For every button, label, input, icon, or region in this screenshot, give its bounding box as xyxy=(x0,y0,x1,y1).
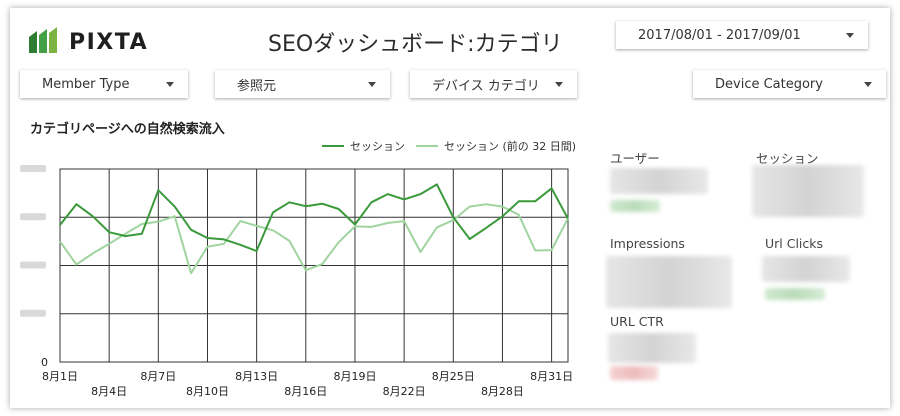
x-tick-label: 8月31日 xyxy=(530,370,573,383)
legend-item-previous-sessions[interactable]: セッション (前の 32 日間) xyxy=(416,138,576,154)
chart-title: カテゴリページへの自然検索流入 xyxy=(30,122,225,137)
x-tick-label: 8月10日 xyxy=(186,385,229,398)
member-type-label: Member Type xyxy=(42,76,130,92)
x-tick-label: 8月19日 xyxy=(333,370,376,383)
x-tick-label: 8月7日 xyxy=(140,370,176,383)
caret-down-icon xyxy=(368,81,376,87)
pixta-logo[interactable]: PIXTA xyxy=(27,27,148,57)
kpi-sessions-label: セッション xyxy=(756,151,819,166)
series-line-previous-sessions xyxy=(59,203,569,275)
caret-down-icon xyxy=(555,81,563,87)
y-tick-label-redacted xyxy=(20,309,46,317)
caret-down-icon xyxy=(864,81,872,87)
device-category-ja-filter[interactable]: デバイス カテゴリ xyxy=(410,70,577,98)
kpi-url-clicks-delta xyxy=(765,288,825,300)
y-tick-label-redacted xyxy=(20,213,46,221)
legend-label: セッション xyxy=(350,140,405,153)
y-tick-label-redacted xyxy=(20,165,46,172)
legend-swatch xyxy=(322,145,344,147)
legend-swatch xyxy=(416,145,438,147)
kpi-sessions-value xyxy=(752,165,864,217)
referrer-label: 参照元 xyxy=(237,78,277,94)
legend-item-sessions[interactable]: セッション xyxy=(322,138,405,154)
device-category-label: Device Category xyxy=(715,76,823,92)
x-tick-label: 8月1日 xyxy=(42,370,78,383)
series-line-sessions xyxy=(59,183,569,252)
referrer-filter[interactable]: 参照元 xyxy=(215,70,390,98)
kpi-users-value xyxy=(610,168,708,194)
kpi-impressions-value xyxy=(606,256,732,308)
kpi-url-clicks-label: Url Clicks xyxy=(765,236,824,251)
logo-text: PIXTA xyxy=(69,29,149,55)
kpi-impressions-label: Impressions xyxy=(610,236,685,251)
x-tick-label: 8月4日 xyxy=(91,385,127,398)
legend-label: セッション (前の 32 日間) xyxy=(444,140,577,153)
kpi-url-ctr-delta xyxy=(610,366,658,380)
pixta-logo-icon xyxy=(29,27,57,53)
x-tick-label: 8月28日 xyxy=(481,385,524,398)
page-title: SEOダッシュボード:カテゴリ xyxy=(268,32,563,57)
x-tick-label: 8月25日 xyxy=(432,370,475,383)
member-type-filter[interactable]: Member Type xyxy=(20,70,188,98)
x-tick-label: 8月13日 xyxy=(235,370,278,383)
x-tick-label: 8月16日 xyxy=(284,385,327,398)
x-tick-label: 8月22日 xyxy=(383,385,426,398)
kpi-users-label: ユーザー xyxy=(610,151,660,166)
date-range-value: 2017/08/01 - 2017/09/01 xyxy=(638,27,801,43)
date-range-picker[interactable]: 2017/08/01 - 2017/09/01 xyxy=(616,21,868,49)
y-tick-label-redacted xyxy=(20,261,46,269)
device-category-filter[interactable]: Device Category xyxy=(693,70,886,98)
kpi-url-clicks-value xyxy=(762,256,850,282)
caret-down-icon xyxy=(166,81,174,87)
kpi-url-ctr-label: URL CTR xyxy=(610,314,664,329)
kpi-url-ctr-value xyxy=(608,333,696,363)
kpi-users-delta xyxy=(610,200,660,212)
y-tick-label: 0 xyxy=(41,356,48,369)
device-category-ja-label: デバイス カテゴリ xyxy=(432,78,540,94)
caret-down-icon xyxy=(846,32,854,38)
